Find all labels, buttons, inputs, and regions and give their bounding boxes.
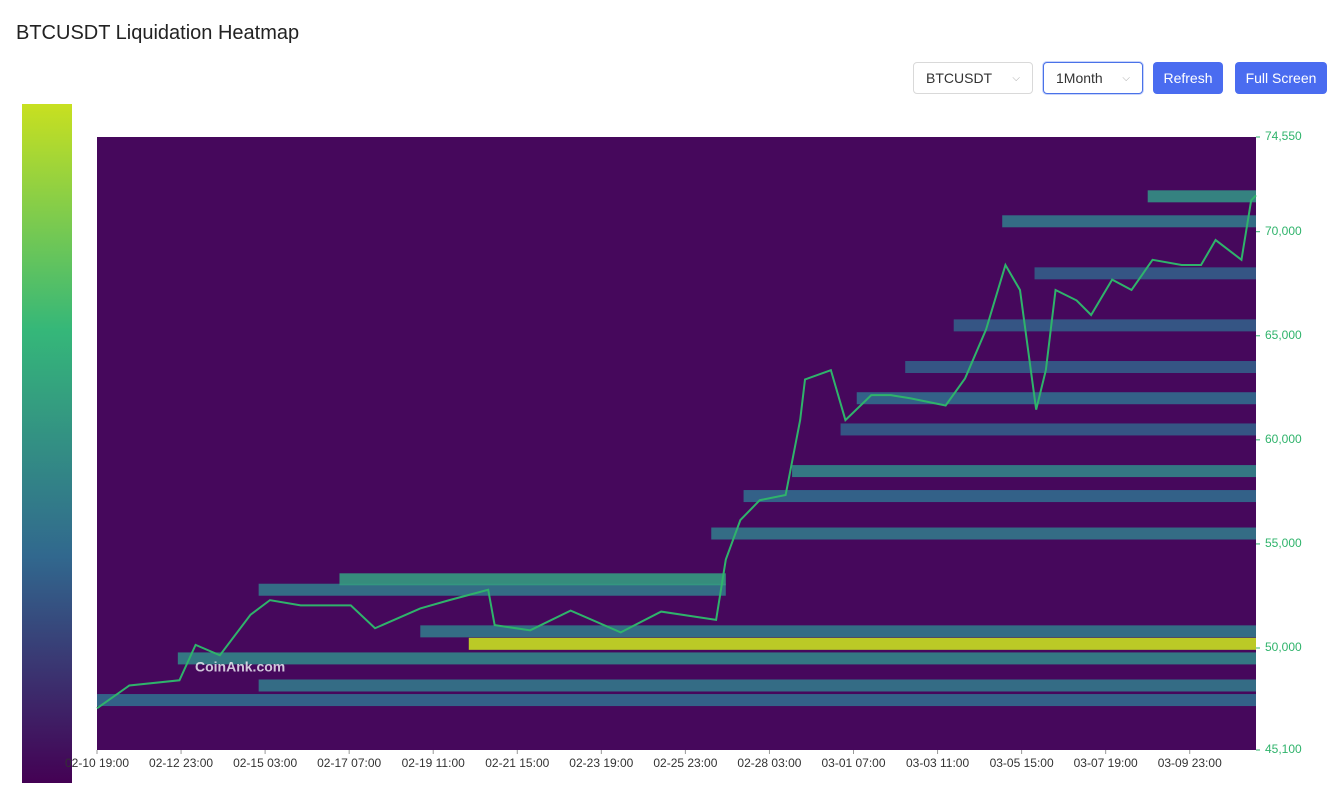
page-title: BTCUSDT Liquidation Heatmap <box>16 22 300 44</box>
x-tick-label: 03-01 07:00 <box>821 756 885 770</box>
range-value: 1Month <box>1056 70 1103 86</box>
x-tick-label: 02-12 23:00 <box>149 756 213 770</box>
refresh-button[interactable]: Refresh <box>1153 62 1223 94</box>
caret: ⌵ <box>1122 72 1130 84</box>
heat-band <box>1034 267 1256 280</box>
heat-band <box>856 392 1256 405</box>
heat-band <box>468 637 1256 650</box>
fullscreen-button[interactable]: Full Screen <box>1235 62 1327 94</box>
y-tick-label: 50,000 <box>1265 640 1302 654</box>
x-tick-label: 02-10 19:00 <box>65 756 129 770</box>
caret: ⌵ <box>1012 72 1020 84</box>
x-tick-label: 02-23 19:00 <box>569 756 633 770</box>
x-tick-label: 03-03 11:00 <box>906 756 969 770</box>
y-tick-label: 55,000 <box>1265 536 1302 550</box>
colorbar <box>22 104 72 783</box>
y-tick-label: 65,000 <box>1265 328 1302 342</box>
symbol-select[interactable]: BTCUSDT ⌵ <box>913 62 1033 94</box>
price-line <box>96 194 1257 710</box>
x-tick-label: 02-21 15:00 <box>485 756 549 770</box>
heat-band <box>258 679 1256 692</box>
x-tick-label: 03-09 23:00 <box>1158 756 1222 770</box>
x-tick-label: 02-19 11:00 <box>402 756 465 770</box>
x-tick-label: 02-15 03:00 <box>233 756 297 770</box>
watermark: CoinAnk.com <box>195 659 285 675</box>
heat-band <box>177 652 1256 665</box>
heat-band <box>905 361 1256 374</box>
heat-band <box>953 319 1256 332</box>
heat-band <box>97 694 1256 707</box>
x-tick-label: 03-07 19:00 <box>1074 756 1138 770</box>
x-tick-label: 02-25 23:00 <box>653 756 717 770</box>
heat-band <box>711 527 1256 540</box>
heat-band <box>743 490 1256 503</box>
heat-band <box>420 625 1256 638</box>
y-tick-label: 45,100 <box>1265 742 1302 756</box>
y-tick-label: 70,000 <box>1265 224 1302 238</box>
symbol-value: BTCUSDT <box>926 70 993 86</box>
x-tick-label: 02-17 07:00 <box>317 756 381 770</box>
heat-band <box>792 465 1256 478</box>
range-select[interactable]: 1Month ⌵ <box>1043 62 1143 94</box>
x-tick-label: 02-28 03:00 <box>737 756 801 770</box>
heat-band <box>1147 190 1256 203</box>
x-tick-label: 03-05 15:00 <box>990 756 1054 770</box>
heat-band <box>258 583 726 596</box>
heat-band <box>339 573 726 586</box>
y-tick-label: 60,000 <box>1265 432 1302 446</box>
heat-band <box>1002 215 1256 228</box>
heat-band <box>840 423 1256 436</box>
y-tick-label: 74,550 <box>1265 129 1302 143</box>
